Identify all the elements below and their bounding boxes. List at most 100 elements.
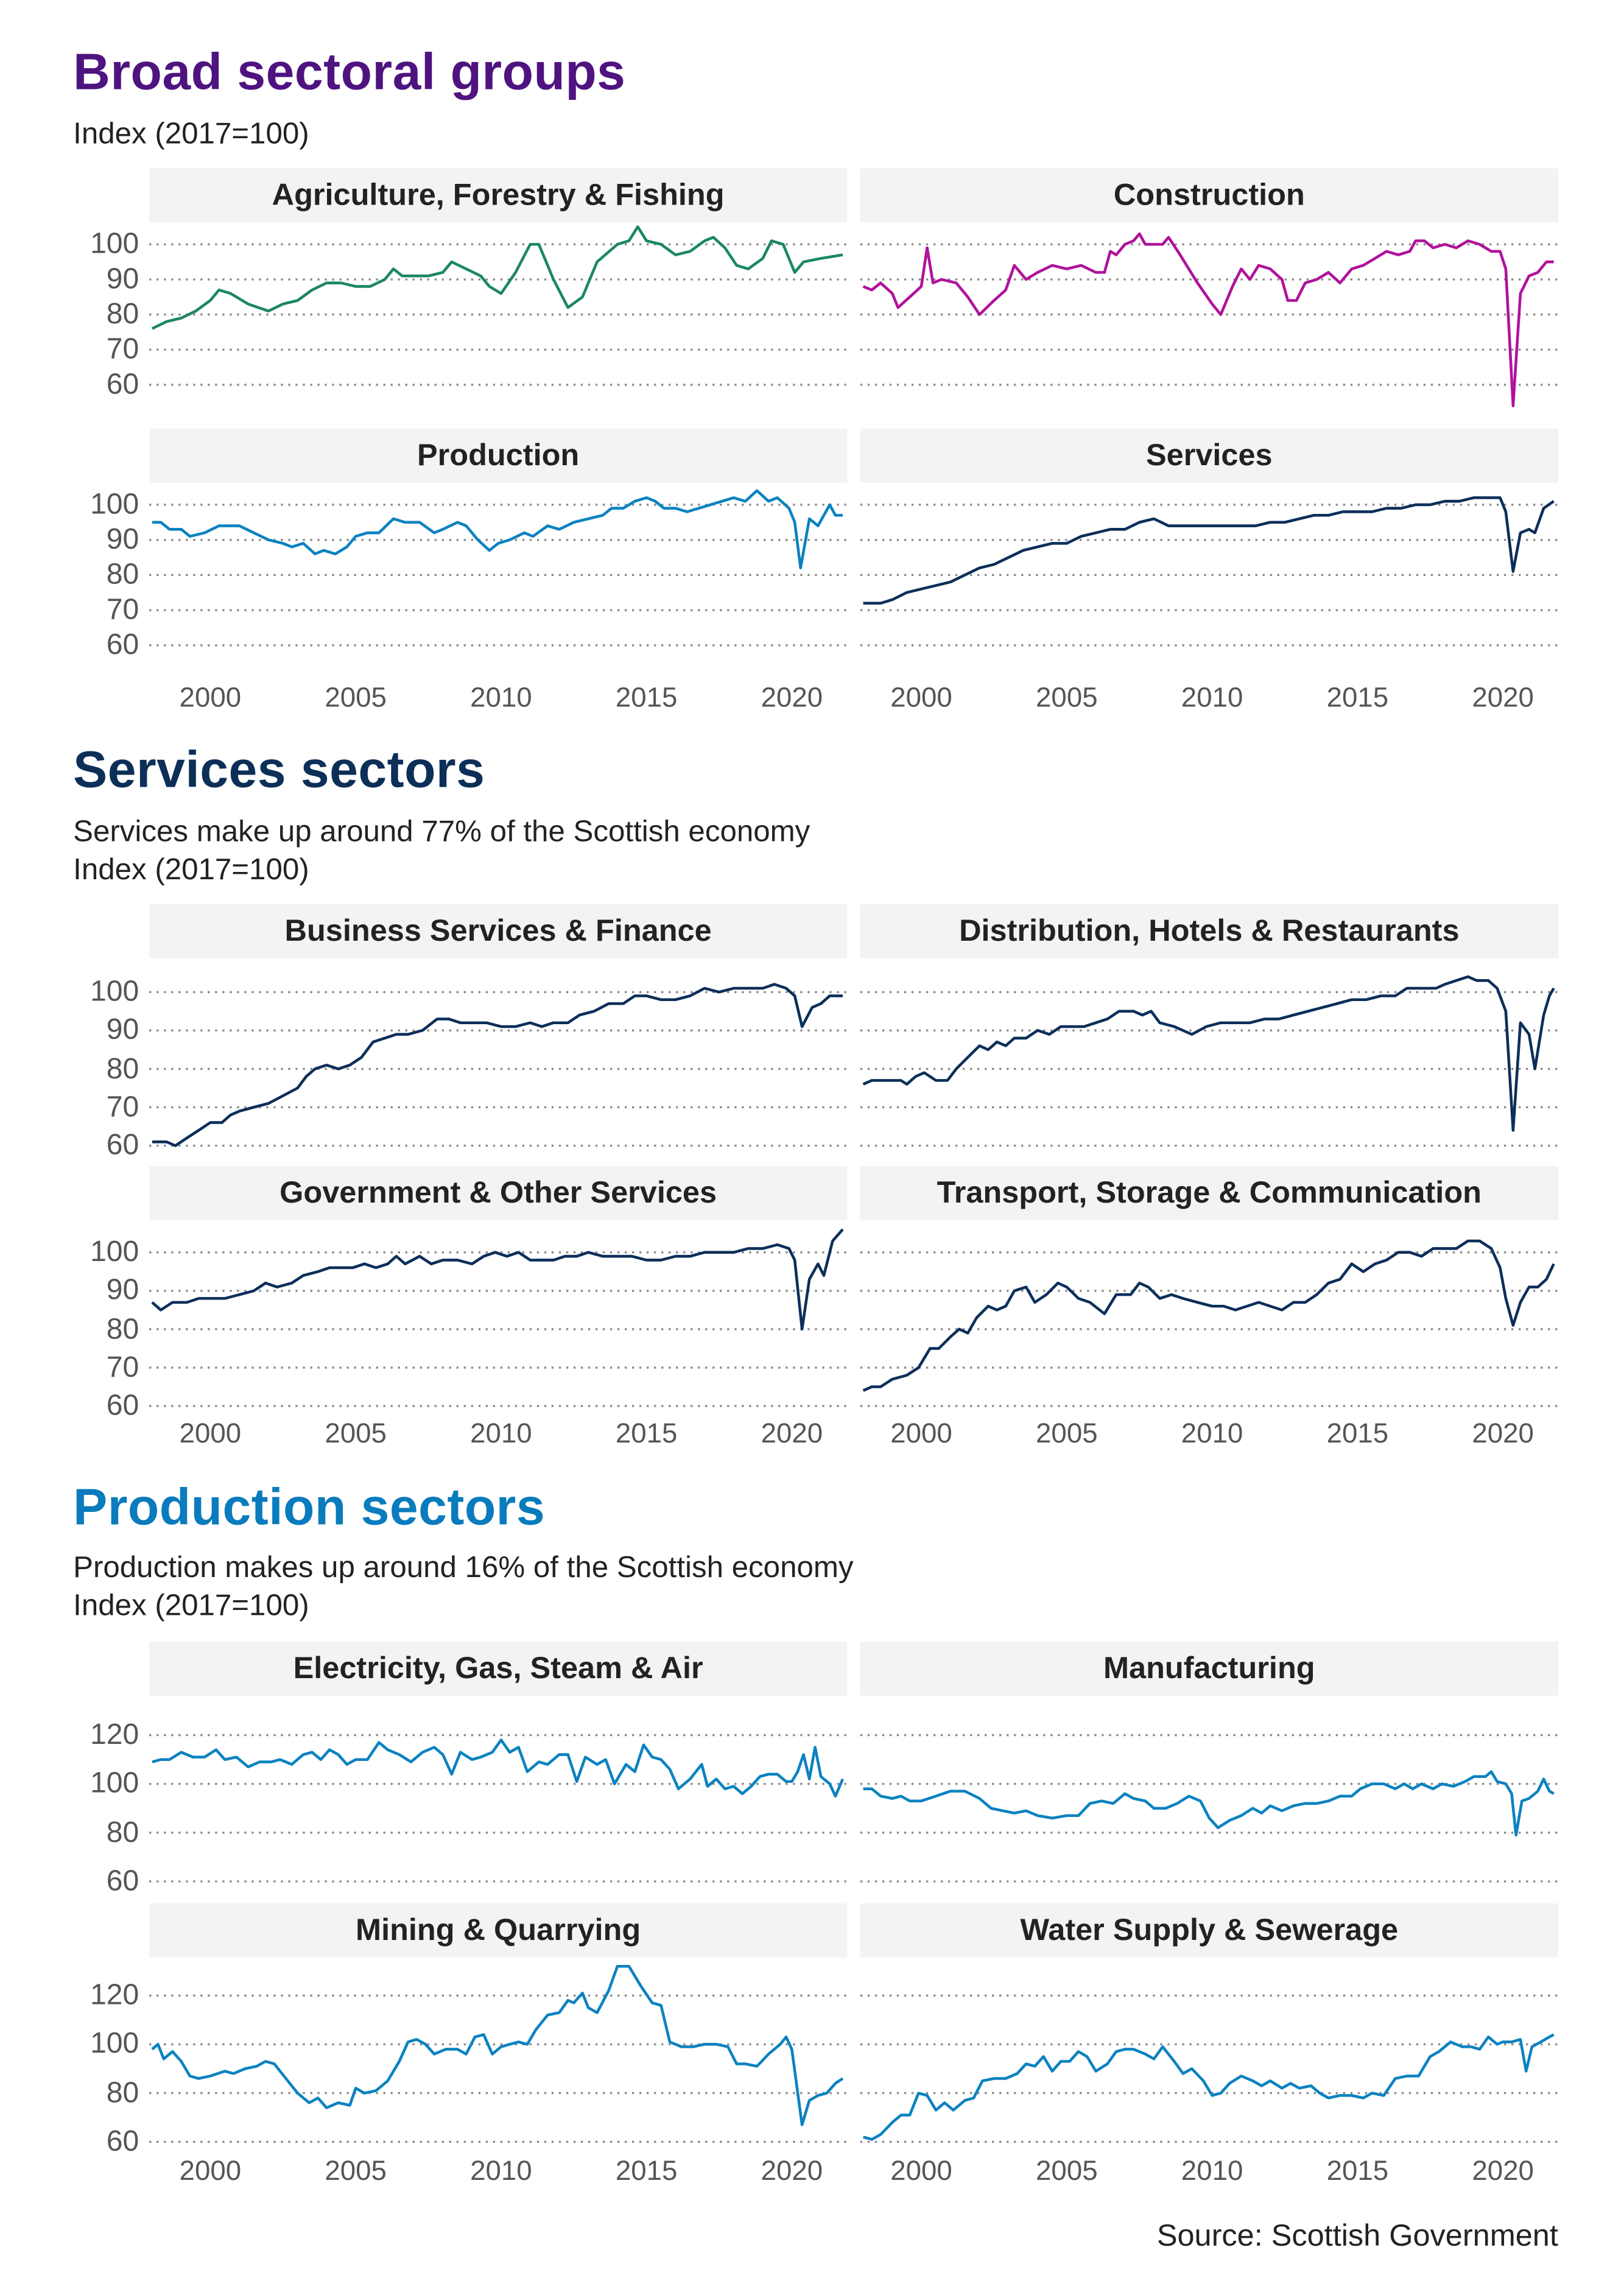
y-tick-label: 80 <box>106 1052 139 1085</box>
series-line <box>151 1964 844 2126</box>
section-subtitle: Index (2017=100) <box>73 852 309 887</box>
panel-title: Construction <box>860 168 1558 223</box>
x-tick-label: 2015 <box>1326 1419 1389 1450</box>
y-tick-label: 60 <box>106 1130 139 1162</box>
panel-title: Mining & Quarrying <box>149 1903 848 1958</box>
y-tick-label: 60 <box>106 368 139 401</box>
panel-title: Agriculture, Forestry & Fishing <box>149 168 848 223</box>
section-subtitle: Index (2017=100) <box>73 117 309 151</box>
panel-title: Electricity, Gas, Steam & Air <box>149 1641 848 1696</box>
y-tick-label: 90 <box>106 1014 139 1047</box>
section-title: Services sectors <box>73 742 485 799</box>
x-tick-label: 2015 <box>615 683 678 714</box>
series-line <box>152 983 843 1147</box>
section-subtitle: Index (2017=100) <box>73 1589 309 1623</box>
line-chart-panel <box>149 983 848 1147</box>
section-subtitle: Production makes up around 16% of the Sc… <box>73 1550 854 1585</box>
y-tick-label: 100 <box>90 1236 139 1269</box>
x-tick-label: 2015 <box>615 1419 678 1450</box>
series-line <box>863 496 1555 605</box>
line-chart-panel <box>860 232 1558 407</box>
x-tick-label: 2000 <box>179 683 242 714</box>
section-title: Production sectors <box>73 1479 546 1536</box>
x-tick-label: 2010 <box>470 2156 532 2188</box>
x-tick-label: 2000 <box>890 2156 952 2188</box>
series-line <box>152 489 843 570</box>
y-tick-label: 60 <box>106 1865 139 1898</box>
line-chart-panel <box>149 1734 848 1883</box>
x-tick-label: 2005 <box>1036 1419 1098 1450</box>
section-title: Broad sectoral groups <box>73 44 626 101</box>
line-chart-panel <box>149 489 848 647</box>
line-chart-panel <box>149 1964 848 2143</box>
line-chart-panel <box>860 975 1558 1147</box>
panel-title: Production <box>149 428 848 483</box>
series-line <box>862 1239 1555 1392</box>
y-tick-label: 120 <box>90 1979 139 2012</box>
y-tick-label: 100 <box>90 488 139 521</box>
y-tick-label: 90 <box>106 524 139 557</box>
line-chart-panel <box>860 1734 1558 1883</box>
y-tick-label: 100 <box>90 2028 139 2061</box>
line-chart-panel <box>860 496 1558 647</box>
x-tick-label: 2005 <box>1036 683 1098 714</box>
x-tick-label: 2020 <box>1472 2156 1534 2188</box>
y-tick-label: 70 <box>106 1351 139 1384</box>
y-tick-label: 80 <box>106 1313 139 1346</box>
y-tick-label: 70 <box>106 1091 139 1123</box>
x-tick-label: 2005 <box>325 2156 387 2188</box>
y-tick-label: 120 <box>90 1719 139 1752</box>
x-tick-label: 2000 <box>179 2156 242 2188</box>
series-line <box>862 975 1555 1132</box>
panel-title: Transport, Storage & Communication <box>860 1165 1558 1220</box>
y-tick-label: 90 <box>106 263 139 296</box>
y-tick-label: 100 <box>90 975 139 1008</box>
series-line <box>863 1770 1555 1836</box>
line-chart-panel <box>149 225 848 386</box>
x-tick-label: 2015 <box>1326 2156 1389 2188</box>
y-tick-label: 70 <box>106 333 139 366</box>
y-tick-label: 80 <box>106 298 139 331</box>
panel-title: Water Supply & Sewerage <box>860 1903 1558 1958</box>
x-tick-label: 2010 <box>1181 683 1243 714</box>
source-note: Source: Scottish Government <box>1156 2219 1558 2254</box>
x-tick-label: 2010 <box>1181 1419 1243 1450</box>
y-tick-label: 90 <box>106 1274 139 1307</box>
panel-title: Government & Other Services <box>149 1165 848 1220</box>
panel-title: Distribution, Hotels & Restaurants <box>860 904 1558 958</box>
section-subtitle: Services make up around 77% of the Scott… <box>73 815 810 849</box>
panel-title: Services <box>860 428 1558 483</box>
y-tick-label: 80 <box>106 558 139 591</box>
line-chart-panel <box>149 1228 848 1407</box>
series-line <box>862 232 1554 407</box>
y-tick-label: 60 <box>106 629 139 662</box>
line-chart-panel <box>860 1994 1558 2143</box>
series-line <box>151 1228 844 1331</box>
x-tick-label: 2005 <box>325 1419 387 1450</box>
x-tick-label: 2005 <box>325 683 387 714</box>
series-line <box>152 1738 845 1798</box>
x-tick-label: 2000 <box>890 1419 952 1450</box>
panel-title: Business Services & Finance <box>149 904 848 958</box>
x-tick-label: 2020 <box>761 1419 823 1450</box>
x-tick-label: 2020 <box>1472 683 1534 714</box>
series-line <box>151 225 843 330</box>
line-chart-panel <box>860 1239 1558 1407</box>
x-tick-label: 2015 <box>1326 683 1389 714</box>
y-tick-label: 100 <box>90 1768 139 1801</box>
x-tick-label: 2000 <box>890 683 952 714</box>
y-tick-label: 70 <box>106 594 139 627</box>
y-tick-label: 60 <box>106 1390 139 1422</box>
x-tick-label: 2020 <box>761 683 823 714</box>
x-tick-label: 2010 <box>470 683 532 714</box>
panel-title: Manufacturing <box>860 1641 1558 1696</box>
y-tick-label: 100 <box>90 228 139 261</box>
x-tick-label: 2010 <box>1181 2156 1243 2188</box>
y-tick-label: 80 <box>106 2077 139 2109</box>
x-tick-label: 2015 <box>615 2156 678 2188</box>
y-tick-label: 60 <box>106 2126 139 2158</box>
x-tick-label: 2000 <box>179 1419 242 1450</box>
series-line <box>862 2033 1555 2141</box>
x-tick-label: 2020 <box>1472 1419 1534 1450</box>
